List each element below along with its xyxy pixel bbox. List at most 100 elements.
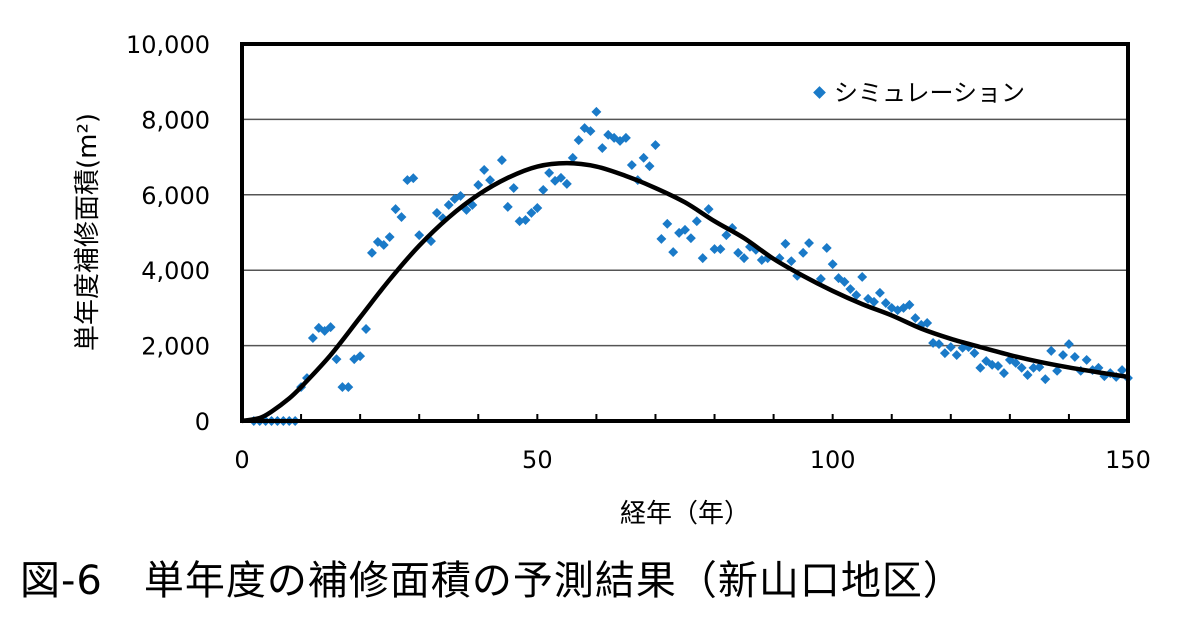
data-point	[993, 361, 1004, 371]
y-tick-labels: 0 2,000 4,000 6,000 8,000 10,000	[126, 31, 210, 436]
data-point	[556, 172, 566, 183]
data-point	[821, 243, 832, 253]
data-point	[1022, 370, 1033, 380]
x-tick-label: 100	[810, 446, 856, 474]
data-point	[361, 324, 371, 334]
data-point	[532, 203, 543, 213]
data-point	[1081, 354, 1092, 365]
data-point	[567, 152, 578, 163]
data-point	[331, 354, 342, 365]
data-point	[815, 273, 826, 284]
y-tick-label: 0	[195, 408, 210, 436]
data-point	[851, 290, 862, 301]
data-point	[650, 140, 661, 150]
data-point	[337, 382, 348, 393]
y-axis-label: 単年度補修面積(m²)	[73, 113, 103, 351]
data-point	[715, 244, 726, 255]
x-tick-label: 50	[522, 446, 553, 474]
data-point	[502, 201, 513, 212]
data-point	[355, 351, 366, 362]
data-point	[939, 348, 950, 359]
data-point	[857, 272, 868, 282]
legend-marker	[813, 86, 826, 99]
data-point	[1046, 345, 1057, 356]
data-point	[343, 382, 354, 393]
x-tick-label: 0	[234, 446, 249, 474]
data-point	[934, 339, 944, 350]
data-point	[1063, 339, 1074, 350]
data-point	[680, 224, 690, 235]
data-point	[709, 244, 720, 255]
data-point	[922, 318, 933, 328]
data-point	[620, 132, 631, 143]
data-point	[390, 204, 401, 215]
data-point	[780, 238, 791, 249]
data-point	[384, 232, 395, 242]
data-point	[880, 298, 891, 308]
data-point	[668, 247, 679, 258]
data-point	[396, 212, 407, 222]
data-point	[414, 230, 425, 241]
data-point	[1028, 362, 1039, 373]
data-point	[945, 342, 956, 353]
data-point	[691, 216, 702, 227]
data-point	[325, 322, 336, 333]
fitted-curve	[241, 160, 1129, 424]
data-point	[443, 200, 454, 210]
legend: シミュレーション	[813, 79, 1025, 107]
data-point	[721, 230, 732, 241]
data-point	[957, 342, 968, 353]
data-point	[1069, 351, 1080, 362]
y-tick-label: 4,000	[141, 257, 210, 285]
data-point	[656, 233, 667, 244]
data-point	[697, 253, 708, 264]
data-point	[798, 247, 809, 258]
data-point	[703, 204, 714, 215]
data-point	[685, 233, 696, 244]
data-point	[378, 239, 389, 250]
data-point	[1010, 357, 1021, 368]
data-point	[366, 247, 377, 258]
data-point	[408, 173, 419, 184]
x-tick-label: 150	[1105, 446, 1151, 474]
data-point	[626, 160, 637, 170]
data-point	[508, 183, 519, 193]
data-point	[473, 180, 484, 190]
data-point	[999, 368, 1009, 379]
legend-label: シミュレーション	[834, 79, 1025, 107]
data-point	[975, 362, 986, 373]
data-point	[1058, 350, 1068, 360]
data-point	[544, 167, 555, 178]
data-point	[455, 190, 466, 201]
scatter-series	[248, 106, 1133, 426]
data-point	[733, 247, 744, 258]
data-point	[1117, 365, 1128, 376]
data-point	[869, 296, 879, 307]
data-point	[839, 276, 850, 287]
data-point	[520, 215, 531, 226]
data-point	[662, 218, 673, 229]
plot-frame	[240, 42, 1130, 423]
data-point	[573, 135, 584, 146]
data-point	[561, 178, 572, 189]
data-point	[496, 155, 507, 166]
data-point	[538, 184, 549, 195]
y-tick-label: 2,000	[141, 333, 210, 361]
data-point	[1040, 374, 1051, 385]
data-point	[874, 287, 885, 298]
data-point	[1052, 365, 1063, 376]
figure-caption: 図-6 単年度の補修面積の予測結果（新山口地区）	[20, 558, 964, 604]
y-tick-label: 10,000	[126, 31, 210, 59]
data-point	[597, 143, 608, 154]
data-point	[969, 348, 980, 359]
gridlines	[242, 118, 1128, 421]
data-point	[827, 259, 838, 270]
data-point	[591, 106, 602, 117]
y-tick-label: 8,000	[141, 106, 210, 134]
x-axis-label: 経年（年）	[620, 499, 750, 529]
y-tick-label: 6,000	[141, 182, 210, 210]
data-point	[307, 333, 318, 344]
data-point	[951, 350, 962, 360]
data-point	[526, 207, 537, 218]
